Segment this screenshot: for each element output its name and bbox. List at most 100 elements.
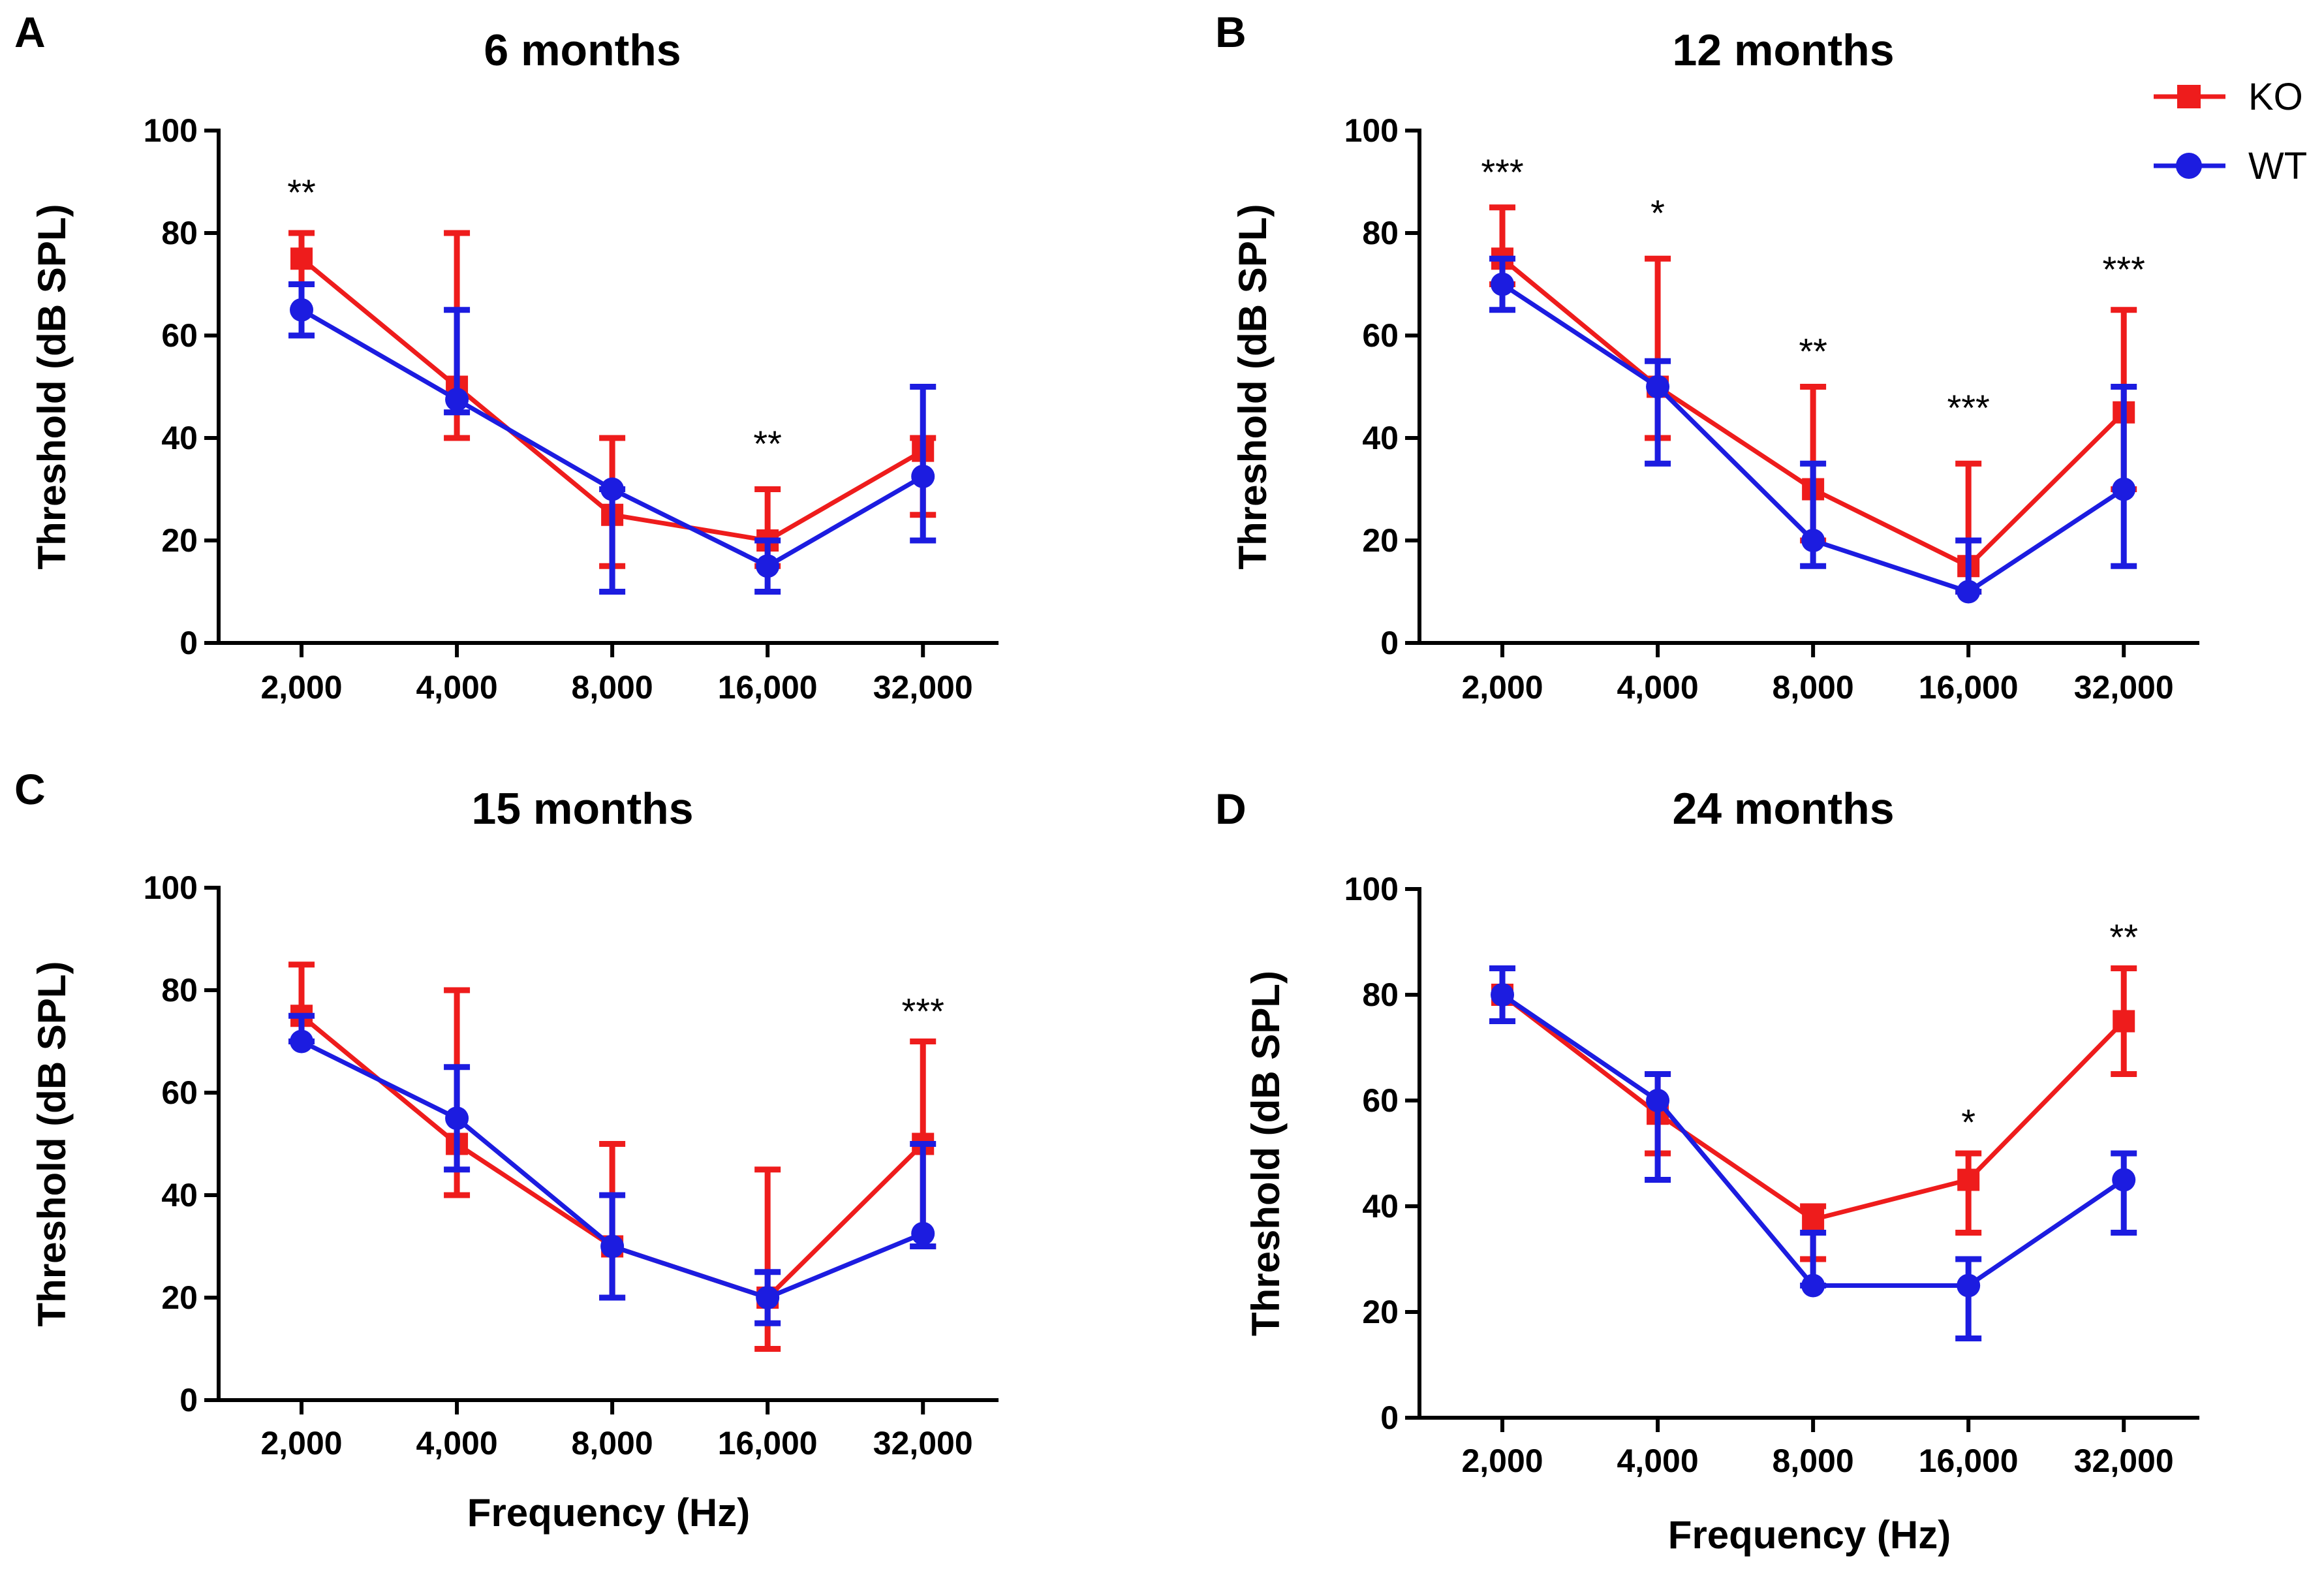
x-tick-label: 16,000 — [718, 669, 818, 706]
data-point-circle — [290, 298, 314, 322]
x-tick-label: 32,000 — [2074, 1443, 2174, 1479]
data-point-circle — [911, 464, 935, 488]
y-tick-label: 100 — [144, 112, 198, 149]
series-wt — [1489, 255, 2137, 604]
data-point-square — [1802, 1208, 1825, 1231]
y-tick-label: 60 — [161, 1074, 198, 1111]
y-tick-label: 40 — [1362, 420, 1399, 456]
y-tick-label: 20 — [161, 522, 198, 559]
y-axis-label: Threshold (dB SPL) — [30, 204, 74, 570]
series-wt — [288, 1012, 937, 1326]
x-tick-label: 2,000 — [1461, 669, 1543, 706]
legend-ko-square-icon — [2177, 85, 2201, 108]
panel-letter: B — [1215, 8, 1247, 56]
significance-label: * — [1650, 193, 1665, 234]
chart-title: 15 months — [471, 784, 693, 834]
significance-label: ** — [287, 172, 316, 213]
data-point-circle — [2112, 1168, 2136, 1192]
data-point-circle — [1491, 983, 1515, 1007]
y-tick-label: 80 — [1362, 215, 1399, 251]
data-point-circle — [2112, 477, 2136, 501]
data-point-circle — [911, 1221, 935, 1245]
series-line — [1500, 993, 2126, 1223]
y-tick-label: 40 — [161, 420, 198, 456]
chart-panel-c: C 15 months 0 20 40 60 80 100 2,000 4,000 8,000 16,… — [14, 765, 999, 1535]
y-tick-label: 20 — [1362, 522, 1399, 559]
x-tick-label: 8,000 — [572, 669, 653, 706]
x-tick-label: 4,000 — [416, 669, 498, 706]
x-tick-label: 8,000 — [1773, 1443, 1854, 1479]
panel-letter: A — [14, 8, 46, 56]
chart-title: 24 months — [1672, 784, 1894, 834]
y-tick-label: 60 — [161, 317, 198, 354]
y-tick-label: 40 — [1362, 1188, 1399, 1225]
x-tick-label: 32,000 — [873, 669, 973, 706]
legend: KO WT — [2154, 76, 2307, 187]
x-tick-label: 2,000 — [1461, 1443, 1543, 1479]
y-tick-label: 100 — [144, 869, 198, 906]
data-point-circle — [1801, 529, 1825, 552]
significance-label: * — [1961, 1101, 1975, 1142]
y-axis-label: Threshold (dB SPL) — [30, 961, 74, 1327]
series-wt — [288, 281, 937, 595]
x-tick-label: 16,000 — [1919, 1443, 2019, 1479]
data-point-circle — [756, 1286, 780, 1309]
data-point-circle — [1957, 580, 1981, 604]
significance-label: ** — [1799, 331, 1827, 372]
data-point-circle — [1801, 1273, 1825, 1298]
data-point-circle — [1957, 1273, 1981, 1298]
legend-entry-wt: WT — [2154, 145, 2307, 187]
chart-title: 6 months — [484, 25, 681, 75]
y-axis-label: Threshold (dB SPL) — [1244, 971, 1288, 1336]
y-tick-label: 100 — [1344, 871, 1399, 907]
y-tick-label: 100 — [1344, 112, 1399, 149]
y-tick-label: 20 — [1362, 1294, 1399, 1330]
significance-label: *** — [2103, 249, 2145, 290]
y-tick-label: 60 — [1362, 317, 1399, 354]
legend-wt-label: WT — [2248, 145, 2307, 187]
significance-label: *** — [902, 990, 944, 1031]
data-point-circle — [600, 1234, 625, 1258]
chart-title: 12 months — [1672, 25, 1894, 75]
y-tick-label: 80 — [161, 215, 198, 251]
data-point-square — [2113, 1010, 2135, 1033]
y-tick-label: 40 — [161, 1177, 198, 1213]
data-point-circle — [445, 1106, 469, 1131]
data-point-circle — [1646, 1089, 1670, 1112]
x-tick-label: 16,000 — [718, 1425, 818, 1461]
series-ko — [1489, 965, 2137, 1262]
significance-label: ** — [2109, 916, 2138, 958]
legend-wt-circle-icon — [2176, 153, 2202, 179]
chart-panel-b: B 12 months 0 20 40 60 80 100 2,000 4,000 8,000 16,… — [1215, 8, 2199, 706]
x-axis-label: Frequency (Hz) — [467, 1491, 750, 1535]
y-tick-label: 80 — [161, 972, 198, 1008]
data-point-circle — [600, 477, 625, 501]
y-tick-label: 0 — [179, 1382, 198, 1418]
x-tick-label: 16,000 — [1919, 669, 2019, 706]
series-wt — [1489, 965, 2137, 1341]
x-tick-label: 4,000 — [1617, 1443, 1699, 1479]
x-tick-label: 32,000 — [873, 1425, 973, 1461]
data-point-circle — [445, 388, 469, 412]
y-axis-label: Threshold (dB SPL) — [1231, 204, 1275, 570]
data-point-circle — [1491, 272, 1515, 296]
x-tick-label: 2,000 — [260, 669, 342, 706]
significance-label: *** — [1481, 151, 1523, 193]
data-point-square — [290, 247, 313, 270]
y-tick-label: 20 — [161, 1279, 198, 1316]
data-point-circle — [1646, 375, 1670, 399]
y-tick-label: 60 — [1362, 1082, 1399, 1119]
x-tick-label: 2,000 — [260, 1425, 342, 1461]
legend-entry-ko: KO — [2154, 76, 2303, 118]
x-tick-label: 8,000 — [1773, 669, 1854, 706]
x-tick-label: 8,000 — [572, 1425, 653, 1461]
panel-letter: C — [14, 765, 46, 813]
x-axis-label: Frequency (Hz) — [1668, 1513, 1951, 1557]
chart-panel-d: D 24 months 0 20 40 60 80 100 2,000 4,000 8,000 16,… — [1215, 784, 2199, 1557]
significance-label: *** — [1947, 387, 1989, 428]
panel-letter: D — [1215, 785, 1247, 833]
significance-label: ** — [753, 423, 782, 464]
y-tick-label: 0 — [1380, 625, 1399, 661]
y-tick-label: 0 — [179, 625, 198, 661]
